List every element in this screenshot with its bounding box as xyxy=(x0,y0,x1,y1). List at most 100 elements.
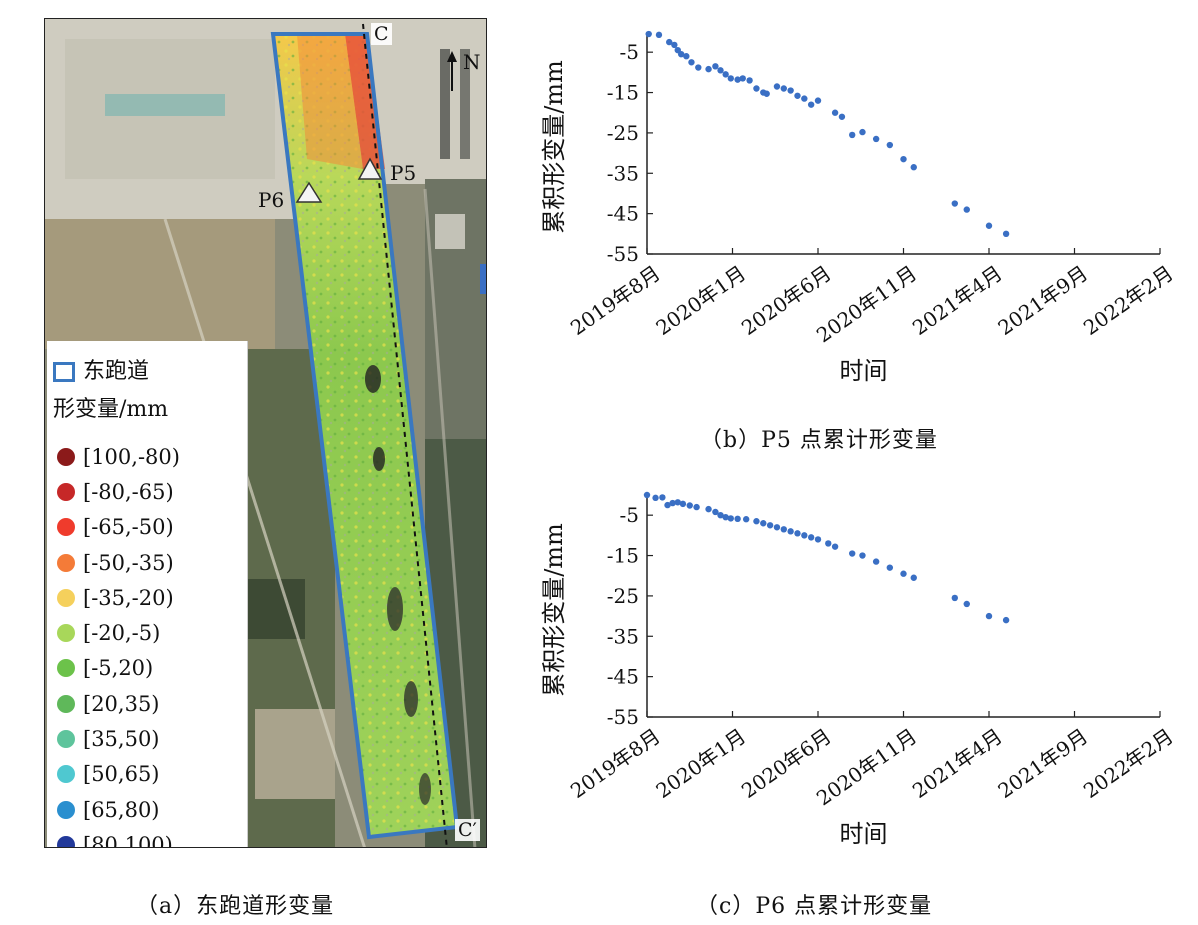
data-point xyxy=(705,65,712,73)
y-tick-label: -15 xyxy=(607,81,639,105)
data-point xyxy=(643,491,651,499)
legend-item: [35,50) xyxy=(57,721,180,756)
data-point xyxy=(963,600,970,608)
legend-color-dot xyxy=(57,659,75,678)
chart-p6-deformation: -5-15-25-35-45-552019年8月2020年1月2020年6月20… xyxy=(540,491,1178,848)
caption-c: （c）P6 点累计形变量 xyxy=(696,894,933,919)
data-point xyxy=(722,71,729,78)
data-point xyxy=(717,511,724,519)
runway-deformation-map: C C′ N P5 P6 东跑道 形变量/mm [100,-80) [-80,-6… xyxy=(44,18,487,848)
y-tick-label: -55 xyxy=(607,242,639,266)
p6-label: P6 xyxy=(258,188,285,212)
legend-range-label: [80,100) xyxy=(83,832,173,848)
data-point xyxy=(773,524,781,531)
data-point xyxy=(727,515,734,522)
y-tick-label: -55 xyxy=(607,705,639,729)
data-point xyxy=(951,594,958,602)
y-tick-label: -25 xyxy=(607,121,639,145)
x-tick-label: 2020年1月 xyxy=(651,261,750,340)
y-tick-label: -45 xyxy=(607,202,639,226)
data-point xyxy=(760,520,767,527)
legend-color-dot xyxy=(57,447,75,466)
legend-range-label: [-5,20) xyxy=(83,656,154,681)
data-point xyxy=(645,30,652,38)
data-point xyxy=(900,570,907,577)
legend-range-label: [-50,-35) xyxy=(83,550,174,575)
data-point xyxy=(686,502,693,509)
north-label: N xyxy=(463,50,481,74)
data-point xyxy=(985,222,993,229)
runway-outline-swatch xyxy=(53,362,75,382)
y-tick-label: -35 xyxy=(607,624,639,648)
x-tick-label: 2021年4月 xyxy=(908,724,1007,803)
legend-item: [100,-80) xyxy=(57,439,180,474)
data-point xyxy=(985,612,993,620)
p5-marker xyxy=(357,157,383,180)
legend-color-dot xyxy=(57,694,75,713)
data-point xyxy=(780,526,787,533)
legend-item: [80,100) xyxy=(57,827,180,848)
y-axis-label: 累积形变量/mm xyxy=(540,523,568,697)
data-point xyxy=(652,494,659,502)
y-tick-label: -35 xyxy=(607,161,639,185)
data-point xyxy=(794,530,801,537)
satellite-map-image xyxy=(45,19,486,847)
data-point xyxy=(831,109,839,116)
x-tick-label: 2019年8月 xyxy=(566,724,665,803)
x-axis-label: 时间 xyxy=(840,820,888,848)
data-point xyxy=(807,534,815,541)
data-point xyxy=(825,540,832,547)
y-tick-label: -15 xyxy=(607,544,639,568)
legend-range-label: [-65,-50) xyxy=(83,515,174,540)
x-tick-label: 2022年2月 xyxy=(1079,261,1178,340)
data-point xyxy=(666,38,673,46)
data-point xyxy=(900,155,907,163)
data-point xyxy=(734,515,741,523)
y-tick-label: -25 xyxy=(607,584,639,608)
data-point xyxy=(849,550,856,557)
legend-range-label: [65,80) xyxy=(83,797,160,822)
data-point xyxy=(794,92,801,99)
data-point xyxy=(722,514,729,521)
data-point xyxy=(831,543,839,550)
legend-color-dot xyxy=(57,518,75,537)
x-tick-label: 2021年9月 xyxy=(993,261,1092,340)
profile-end-label: C′ xyxy=(455,819,480,841)
legend-range-label: [20,35) xyxy=(83,691,160,716)
legend-item: [-35,-20) xyxy=(57,580,180,615)
data-point xyxy=(963,206,970,213)
data-point xyxy=(787,87,794,94)
data-point xyxy=(807,101,815,108)
legend-range-label: [50,65) xyxy=(83,762,160,787)
data-point xyxy=(717,67,724,74)
data-point xyxy=(688,59,695,66)
legend-title: 东跑道 xyxy=(83,359,150,384)
data-point xyxy=(1002,616,1010,624)
y-tick-label: -45 xyxy=(607,665,639,689)
legend-color-dot xyxy=(57,482,75,501)
data-point xyxy=(753,518,760,525)
legend-color-dot xyxy=(57,624,75,643)
data-point xyxy=(727,75,734,82)
legend-color-dot xyxy=(57,835,75,847)
data-point xyxy=(838,113,846,120)
data-point xyxy=(872,558,880,565)
data-point xyxy=(886,564,894,571)
data-point xyxy=(787,528,794,535)
legend-range-label: [100,-80) xyxy=(83,444,180,469)
p5-label: P5 xyxy=(390,161,417,185)
data-point xyxy=(678,51,685,58)
data-point xyxy=(849,131,856,139)
legend-item: [-80,-65) xyxy=(57,474,180,509)
data-point xyxy=(780,85,787,92)
legend-runway-row: 东跑道 xyxy=(53,359,149,385)
y-tick-label: -5 xyxy=(620,40,639,64)
data-point xyxy=(693,503,700,511)
data-point xyxy=(951,200,958,207)
data-point xyxy=(910,574,917,581)
caption-a: （a）东跑道形变量 xyxy=(136,894,335,919)
legend-color-dot xyxy=(57,765,75,784)
data-point xyxy=(734,76,741,83)
legend-range-label: [-20,-5) xyxy=(83,621,161,646)
legend-item: [-20,-5) xyxy=(57,615,180,650)
